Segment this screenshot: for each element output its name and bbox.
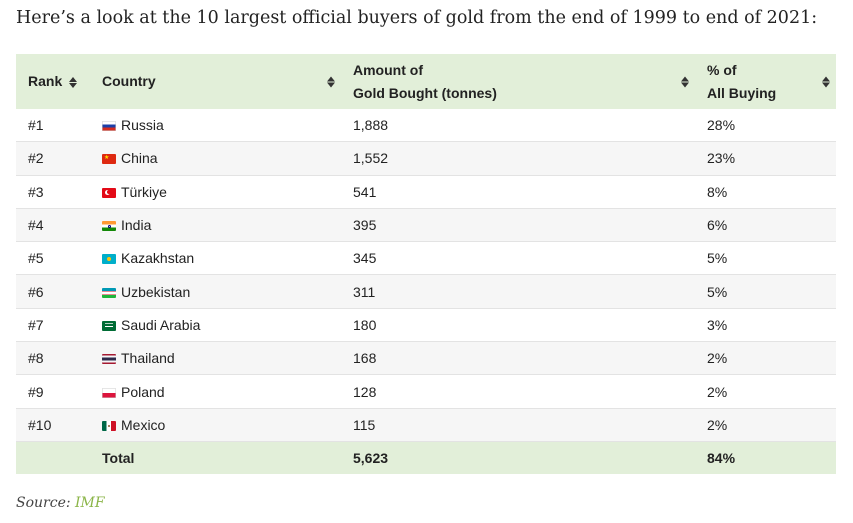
amount-cell: 395 (341, 208, 695, 243)
country-name: Thailand (121, 350, 175, 367)
sort-icon[interactable] (681, 76, 689, 87)
table-row: #10 Mexico 115 2% (16, 408, 836, 442)
total-rank-cell (16, 441, 90, 474)
amount-header-line1: Amount of (353, 61, 423, 78)
country-name: Türkiye (121, 183, 167, 200)
total-amount: 5,623 (341, 441, 695, 474)
thailand-flag-icon (102, 354, 116, 365)
pct-cell: 2% (695, 374, 836, 409)
country-cell: Thailand (90, 341, 341, 376)
table-row: #2 ★ China 1,552 23% (16, 141, 836, 176)
india-flag-icon (102, 221, 116, 232)
table-row: #4 India 395 6% (16, 208, 836, 243)
amount-header-line2: Gold Bought (tonnes) (353, 84, 497, 101)
rank-cell: #8 (16, 341, 90, 376)
country-cell: Mexico (90, 408, 341, 442)
country-cell: Kazakhstan (90, 241, 341, 276)
table-row: #3 Türkiye 541 8% (16, 175, 836, 209)
country-name: Uzbekistan (121, 283, 191, 300)
amount-cell: 168 (341, 341, 695, 376)
saudi-arabia-flag-icon (102, 320, 116, 331)
pct-header[interactable]: % of All Buying (695, 54, 836, 109)
table-row: #8 Thailand 168 2% (16, 341, 836, 376)
amount-cell: 115 (341, 408, 695, 442)
table-row: #1 Russia 1,888 28% (16, 109, 836, 143)
intro-text: Here’s a look at the 10 largest official… (16, 8, 818, 28)
country-cell: Türkiye (90, 175, 341, 209)
pct-cell: 23% (695, 141, 836, 176)
country-header-label: Country (102, 73, 156, 89)
country-name: Saudi Arabia (121, 316, 201, 333)
pct-header-line1: % of (707, 61, 737, 78)
rank-cell: #1 (16, 109, 90, 143)
country-name: Kazakhstan (121, 250, 195, 267)
source-label: Source: (16, 495, 71, 511)
table-row: #9 Poland 128 2% (16, 374, 836, 409)
table-header-row: Rank Country Amount of Gold Bought (tonn… (16, 54, 836, 109)
country-name: Mexico (121, 416, 166, 433)
sort-icon[interactable] (822, 76, 830, 87)
rank-cell: #2 (16, 141, 90, 176)
total-pct: 84% (695, 441, 836, 474)
amount-cell: 128 (341, 374, 695, 409)
source-note: Source: IMF (16, 495, 105, 511)
uzbekistan-flag-icon (102, 287, 116, 298)
rank-cell: #5 (16, 241, 90, 276)
rank-cell: #9 (16, 374, 90, 409)
country-cell: India (90, 208, 341, 243)
russia-flag-icon (102, 121, 116, 132)
country-cell: Saudi Arabia (90, 308, 341, 343)
rank-cell: #4 (16, 208, 90, 243)
table-row: #7 Saudi Arabia 180 3% (16, 308, 836, 343)
mexico-flag-icon (102, 420, 116, 431)
rank-cell: #3 (16, 175, 90, 209)
china-flag-icon: ★ (102, 154, 116, 165)
total-label: Total (90, 441, 341, 474)
rank-cell: #7 (16, 308, 90, 343)
amount-header[interactable]: Amount of Gold Bought (tonnes) (341, 54, 695, 109)
amount-cell: 1,552 (341, 141, 695, 176)
gold-buyers-table: Rank Country Amount of Gold Bought (tonn… (16, 54, 836, 474)
kazakhstan-flag-icon (102, 254, 116, 265)
pct-cell: 8% (695, 175, 836, 209)
total-row: Total 5,623 84% (16, 441, 836, 474)
country-name: Poland (121, 383, 165, 400)
pct-cell: 28% (695, 109, 836, 143)
country-cell: Poland (90, 374, 341, 409)
country-header[interactable]: Country (90, 54, 341, 109)
amount-cell: 180 (341, 308, 695, 343)
pct-header-line2: All Buying (707, 84, 777, 101)
amount-cell: 311 (341, 274, 695, 309)
amount-cell: 1,888 (341, 109, 695, 143)
rank-cell: #10 (16, 408, 90, 442)
rank-header[interactable]: Rank (16, 54, 90, 109)
table-row: #6 Uzbekistan 311 5% (16, 274, 836, 309)
sort-icon[interactable] (327, 76, 335, 87)
turkiye-flag-icon (102, 187, 116, 198)
sort-icon[interactable] (69, 76, 78, 88)
pct-cell: 3% (695, 308, 836, 343)
pct-cell: 2% (695, 408, 836, 442)
country-cell: Uzbekistan (90, 274, 341, 309)
country-name: Russia (121, 117, 164, 134)
country-cell: Russia (90, 109, 341, 143)
country-cell: ★ China (90, 141, 341, 176)
pct-cell: 2% (695, 341, 836, 376)
amount-cell: 345 (341, 241, 695, 276)
pct-cell: 6% (695, 208, 836, 243)
poland-flag-icon (102, 387, 116, 398)
country-name: India (121, 217, 152, 234)
pct-cell: 5% (695, 274, 836, 309)
rank-header-label: Rank (28, 73, 63, 89)
rank-cell: #6 (16, 274, 90, 309)
source-link[interactable]: IMF (75, 495, 105, 511)
pct-cell: 5% (695, 241, 836, 276)
amount-cell: 541 (341, 175, 695, 209)
table-row: #5 Kazakhstan 345 5% (16, 241, 836, 276)
country-name: China (121, 150, 158, 167)
